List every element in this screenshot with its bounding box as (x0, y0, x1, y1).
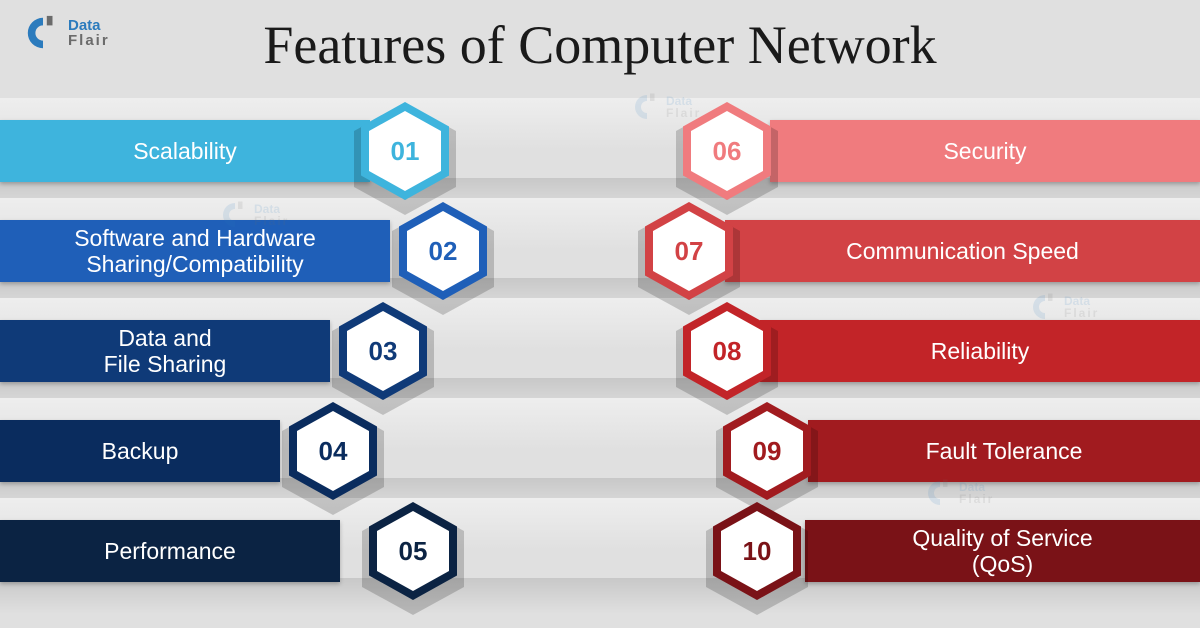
hexagon-badge: 10 (712, 501, 802, 601)
feature-row: Backup (0, 420, 280, 482)
hexagon-badge: 01 (360, 101, 450, 201)
feature-bar: Scalability (0, 120, 370, 182)
hexagon-number: 09 (753, 436, 782, 467)
hexagon-badge: 03 (338, 301, 428, 401)
feature-label: Communication Speed (846, 238, 1079, 264)
feature-bar: Performance (0, 520, 340, 582)
feature-row: Fault Tolerance (808, 420, 1200, 482)
feature-row: Scalability (0, 120, 370, 182)
feature-bar: Quality of Service(QoS) (805, 520, 1200, 582)
feature-row: Quality of Service(QoS) (805, 520, 1200, 582)
hexagon-number: 02 (429, 236, 458, 267)
hexagon-number: 06 (713, 136, 742, 167)
feature-row: Communication Speed (725, 220, 1200, 282)
feature-row: Reliability (760, 320, 1200, 382)
feature-bar: Security (770, 120, 1200, 182)
hexagon-number: 08 (713, 336, 742, 367)
hexagon-badge: 06 (682, 101, 772, 201)
feature-row: Security (770, 120, 1200, 182)
hexagon-number: 01 (391, 136, 420, 167)
feature-bar: Fault Tolerance (808, 420, 1200, 482)
feature-row: Data andFile Sharing (0, 320, 330, 382)
hexagon-badge: 02 (398, 201, 488, 301)
page-title: Features of Computer Network (0, 14, 1200, 76)
hexagon-badge: 08 (682, 301, 772, 401)
hexagon-badge: 04 (288, 401, 378, 501)
hexagon-number: 04 (319, 436, 348, 467)
feature-bar: Backup (0, 420, 280, 482)
hexagon-badge: 07 (644, 201, 734, 301)
hexagon-number: 05 (399, 536, 428, 567)
feature-label: Backup (102, 438, 179, 464)
feature-bar: Data andFile Sharing (0, 320, 330, 382)
hexagon-badge: 09 (722, 401, 812, 501)
hexagon-badge: 05 (368, 501, 458, 601)
feature-row: Software and HardwareSharing/Compatibili… (0, 220, 390, 282)
hexagon-number: 10 (743, 536, 772, 567)
feature-bar: Software and HardwareSharing/Compatibili… (0, 220, 390, 282)
feature-label: Software and HardwareSharing/Compatibili… (74, 225, 316, 278)
feature-label: Fault Tolerance (926, 438, 1083, 464)
hexagon-number: 03 (369, 336, 398, 367)
feature-bar: Reliability (760, 320, 1200, 382)
feature-label: Performance (104, 538, 236, 564)
feature-row: Performance (0, 520, 340, 582)
feature-label: Data andFile Sharing (104, 325, 227, 378)
feature-label: Scalability (133, 138, 237, 164)
feature-label: Reliability (931, 338, 1029, 364)
feature-bar: Communication Speed (725, 220, 1200, 282)
hexagon-number: 07 (675, 236, 704, 267)
feature-label: Quality of Service(QoS) (912, 525, 1092, 578)
feature-label: Security (943, 138, 1026, 164)
